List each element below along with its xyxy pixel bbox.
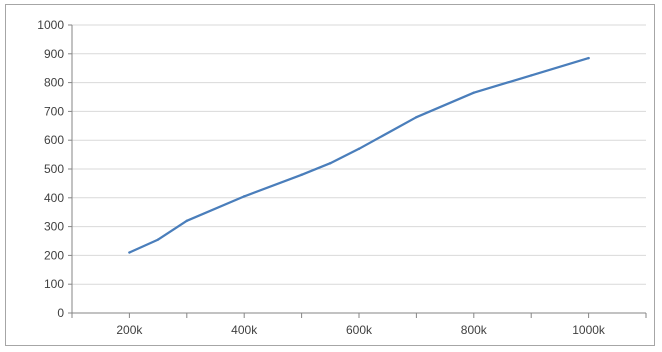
data-point: [329, 162, 332, 165]
x-tick-label: 200k: [116, 323, 143, 337]
y-tick-label: 800: [44, 76, 64, 90]
data-point: [587, 56, 590, 60]
y-tick-label: 400: [44, 191, 64, 205]
y-tick-label: 500: [44, 162, 64, 176]
y-tick-label: 0: [57, 306, 64, 320]
axes: [68, 24, 647, 318]
y-tick-label: 200: [44, 248, 64, 262]
data-point: [300, 173, 303, 176]
y-tick-label: 700: [44, 104, 64, 118]
data-point: [472, 91, 475, 94]
y-tick-label: 900: [44, 47, 64, 61]
y-axis-tick-labels: 0 100 200 300 400 500 600 700 800 900 1000: [37, 18, 64, 320]
gridlines: [72, 24, 646, 285]
data-point: [243, 195, 246, 198]
data-point: [128, 251, 131, 254]
x-tick-label: 600k: [346, 323, 373, 337]
y-tick-label: 300: [44, 220, 64, 234]
data-point: [530, 74, 533, 77]
x-tick-label: 1000k: [572, 323, 606, 337]
y-tick-label: 1000: [37, 18, 64, 32]
data-point: [415, 115, 418, 119]
y-tick-label: 600: [44, 133, 64, 147]
series-group: [128, 56, 590, 254]
series-line-0: [128, 56, 590, 254]
data-point: [185, 219, 188, 223]
x-tick-label: 800k: [461, 323, 488, 337]
chart-frame: [5, 4, 655, 346]
data-point: [357, 147, 361, 151]
data-point: [156, 238, 160, 241]
x-axis-tick-labels: 200k 400k 600k 800k 1000k: [116, 323, 606, 337]
y-tick-label: 100: [44, 277, 64, 291]
x-tick-label: 400k: [231, 323, 258, 337]
